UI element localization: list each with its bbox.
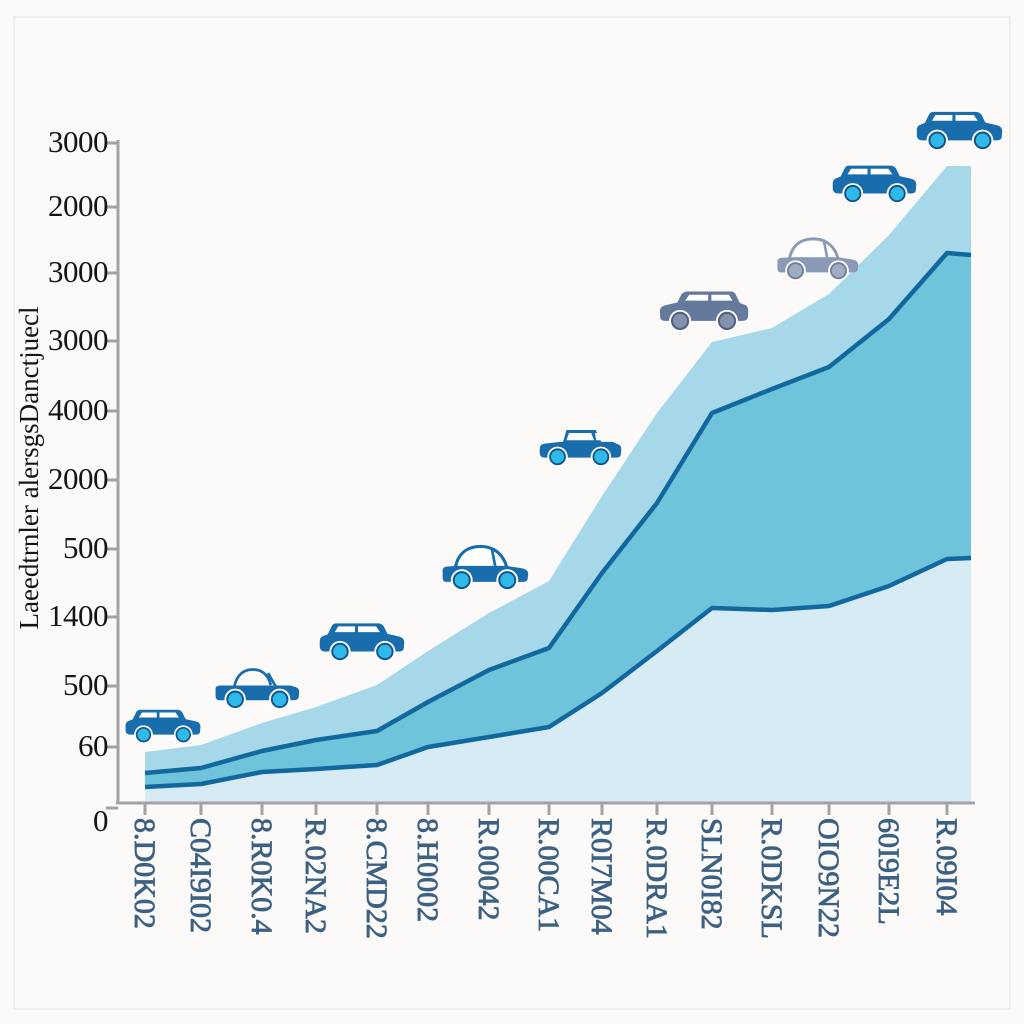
svg-text:8.CMD22: 8.CMD22	[360, 818, 393, 939]
svg-text:SLN0I82: SLN0I82	[695, 818, 728, 930]
svg-text:C04I9I02: C04I9I02	[184, 818, 217, 933]
svg-text:R.09I04: R.09I04	[930, 818, 963, 916]
svg-text:8.D0K02: 8.D0K02	[128, 818, 161, 929]
svg-text:R.00CA1: R.00CA1	[532, 818, 565, 932]
svg-text:3000: 3000	[48, 322, 108, 357]
svg-text:R.0DKSL: R.0DKSL	[755, 818, 788, 939]
svg-text:8.H0002: 8.H0002	[411, 818, 444, 922]
svg-text:2000: 2000	[48, 188, 108, 223]
svg-text:1400: 1400	[48, 598, 108, 633]
svg-text:500: 500	[63, 667, 108, 702]
svg-text:60: 60	[78, 728, 108, 763]
svg-text:Laeedtrnler alersgsDanctjuecl: Laeedtrnler alersgsDanctjuecl	[14, 306, 44, 629]
svg-text:R.02NA2: R.02NA2	[299, 818, 332, 934]
svg-text:3000: 3000	[48, 124, 108, 159]
svg-text:4000: 4000	[48, 392, 108, 427]
svg-text:OIO9N22: OIO9N22	[812, 818, 845, 938]
svg-text:2000: 2000	[48, 461, 108, 496]
svg-text:8.R0K0.4: 8.R0K0.4	[245, 818, 278, 935]
svg-text:R0I7M04: R0I7M04	[585, 818, 618, 935]
svg-text:60I9E2L: 60I9E2L	[872, 818, 905, 925]
svg-text:R.00042: R.00042	[472, 818, 505, 921]
svg-text:3000: 3000	[48, 254, 108, 289]
svg-text:0: 0	[93, 803, 108, 838]
svg-text:R.0DRA1: R.0DRA1	[640, 818, 673, 939]
svg-text:500: 500	[63, 530, 108, 565]
